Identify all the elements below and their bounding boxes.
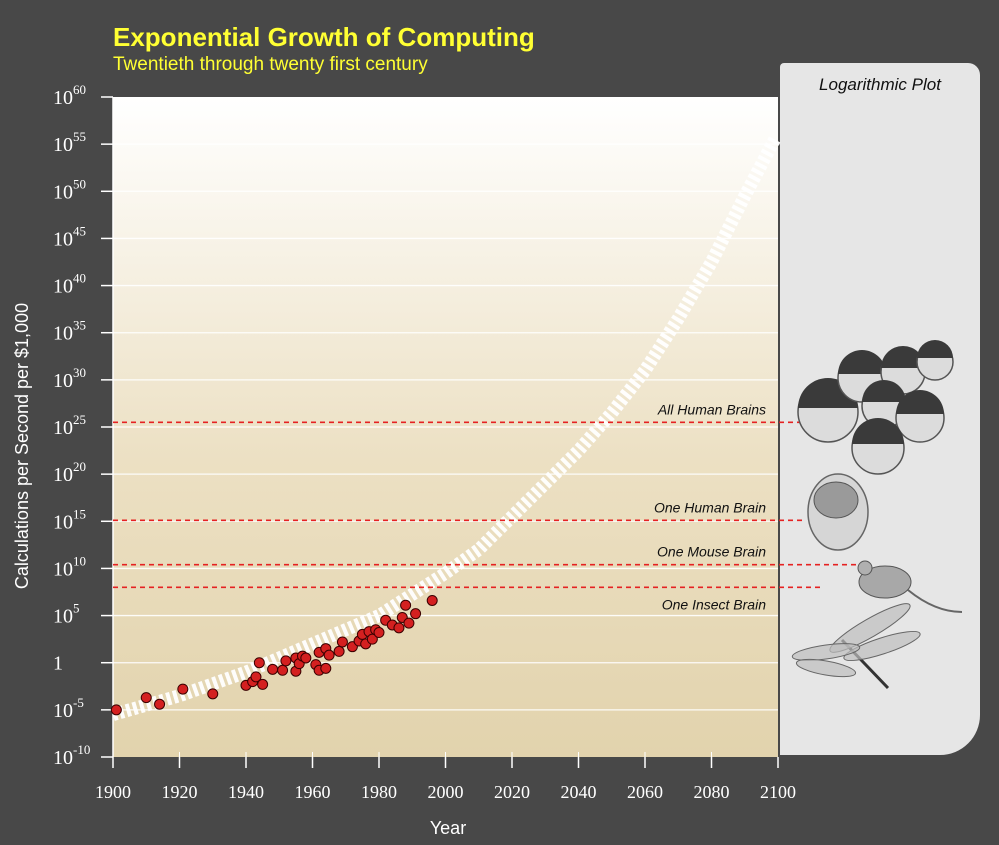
trend-curve [111,136,781,721]
dragonfly-wing [791,643,861,661]
data-point [177,683,189,695]
mouse-tail [907,589,963,613]
x-tick-label: 1920 [162,782,198,802]
data-point [110,704,122,716]
threshold-label: One Mouse Brain [657,544,766,560]
y-tick-label: 1025 [53,412,86,439]
hair-shape [852,418,904,444]
y-tick-label: 10-10 [53,742,90,769]
x-tick-label: 2040 [561,782,597,802]
data-point [140,692,152,704]
data-point [393,622,405,634]
hair-shape [838,350,886,374]
data-point [280,655,292,667]
brain-head-icon [807,473,869,551]
y-tick-label: 1060 [53,82,86,109]
y-tick-label: 1045 [53,223,86,250]
dragonfly-wing [843,630,921,662]
chart-title: Exponential Growth of Computing [113,22,535,52]
data-point [400,599,412,611]
threshold-label: One Insect Brain [662,596,766,612]
x-tick-label: 2080 [694,782,730,802]
data-point [267,663,279,675]
y-tick-label: 1055 [53,129,86,156]
data-point [207,688,219,700]
x-tick-label: 1900 [95,782,131,802]
y-tick-label: 1020 [53,459,86,486]
data-point [250,671,262,683]
data-point [373,627,385,639]
hair-shape [862,380,906,402]
dragonfly-wing [795,658,857,678]
x-tick-label: 2000 [428,782,464,802]
mouse-icon [857,560,963,613]
y-tick-label: 1040 [53,271,86,298]
data-point [403,617,415,629]
y-tick-label: 1 [53,653,63,675]
data-point [300,652,312,664]
dragonfly-icon [791,603,921,690]
data-point [410,608,422,620]
x-tick-label: 2060 [627,782,663,802]
x-tick-label: 1960 [295,782,331,802]
chart-subtitle: Twentieth through twenty first century [113,54,428,75]
x-tick-label: 1980 [361,782,397,802]
data-point [336,636,348,648]
data-point [323,649,335,661]
y-tick-label: 1035 [53,318,86,345]
data-point [257,678,269,690]
data-point [253,657,265,669]
data-point [277,664,289,676]
panel-title: Logarithmic Plot [819,75,941,94]
y-tick-label: 1015 [53,506,86,533]
y-tick-label: 1030 [53,365,86,392]
x-tick-label: 2100 [760,782,796,802]
data-point [154,698,166,710]
hair-shape [881,346,925,368]
x-tick-label: 2020 [494,782,530,802]
data-point [320,662,332,674]
mouse-body [858,565,912,599]
hair-shape [896,390,944,414]
threshold-label: All Human Brains [657,401,766,417]
y-tick-label: 1050 [53,176,86,203]
data-point [366,633,378,645]
x-axis-label: Year [430,818,466,838]
y-axis-label: Calculations per Second per $1,000 [12,303,32,589]
mouse-ear [857,560,873,576]
y-tick-label: 1010 [53,553,86,580]
y-tick-label: 10-5 [53,695,84,722]
brain-shape [813,481,859,519]
x-tick-label: 1940 [228,782,264,802]
y-tick-label: 105 [53,601,80,628]
data-point [426,594,438,606]
threshold-label: One Human Brain [654,499,766,515]
human-faces-icon [797,340,954,475]
hair-shape [917,340,953,358]
data-point [333,645,345,657]
